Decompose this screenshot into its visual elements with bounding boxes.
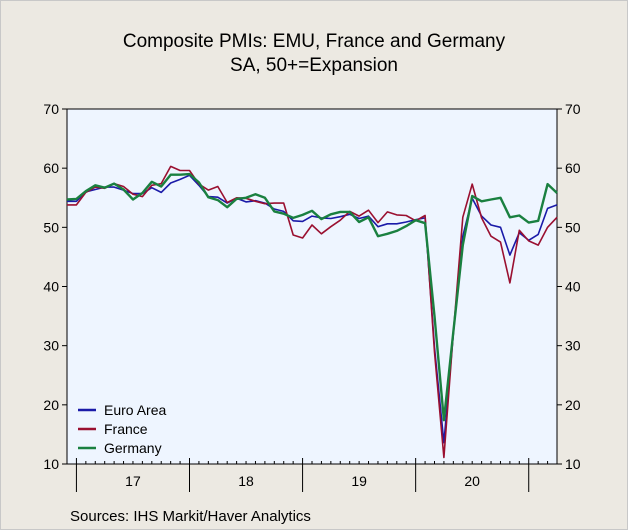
- x-tick-label: 20: [464, 473, 480, 489]
- source-note: Sources: IHS Markit/Haver Analytics: [70, 508, 311, 525]
- chart-title: Composite PMIs: EMU, France and Germany: [122, 31, 506, 52]
- x-tick-label: 19: [351, 473, 367, 489]
- x-tick-label: 18: [238, 473, 254, 489]
- y-tick-label-left: 10: [43, 456, 59, 472]
- series-lines: [66, 165, 558, 459]
- x-tick-label: 17: [125, 473, 141, 489]
- y-tick-label-left: 20: [43, 397, 59, 413]
- y-tick-label-left: 70: [43, 101, 59, 117]
- legend-label: France: [104, 421, 148, 437]
- y-tick-label-right: 50: [565, 219, 581, 235]
- y-tick-label-left: 60: [43, 160, 59, 176]
- series-line-germany: [66, 172, 558, 422]
- legend: Euro Area France Germany: [78, 402, 166, 456]
- y-tick-label-right: 20: [565, 397, 581, 413]
- series-line-france: [67, 165, 558, 459]
- legend-label: Germany: [104, 440, 162, 456]
- y-tick-label-right: 40: [565, 279, 581, 295]
- y-tick-label-right: 10: [565, 456, 581, 472]
- y-tick-label-left: 30: [43, 338, 59, 354]
- y-tick-label-left: 40: [43, 279, 59, 295]
- axes: 10 10 20 20 30 30 40 40 50 50 60 60 70 70 17 18 19 20: [43, 101, 581, 492]
- chart-titles: Composite PMIs: EMU, France and Germany …: [0, 30, 628, 78]
- y-tick-label-left: 50: [43, 219, 59, 235]
- chart-subtitle: SA, 50+=Expansion: [230, 55, 398, 76]
- y-tick-label-right: 30: [565, 338, 581, 354]
- legend-label: Euro Area: [104, 402, 166, 418]
- y-tick-label-right: 60: [565, 160, 581, 176]
- y-tick-label-right: 70: [565, 101, 581, 117]
